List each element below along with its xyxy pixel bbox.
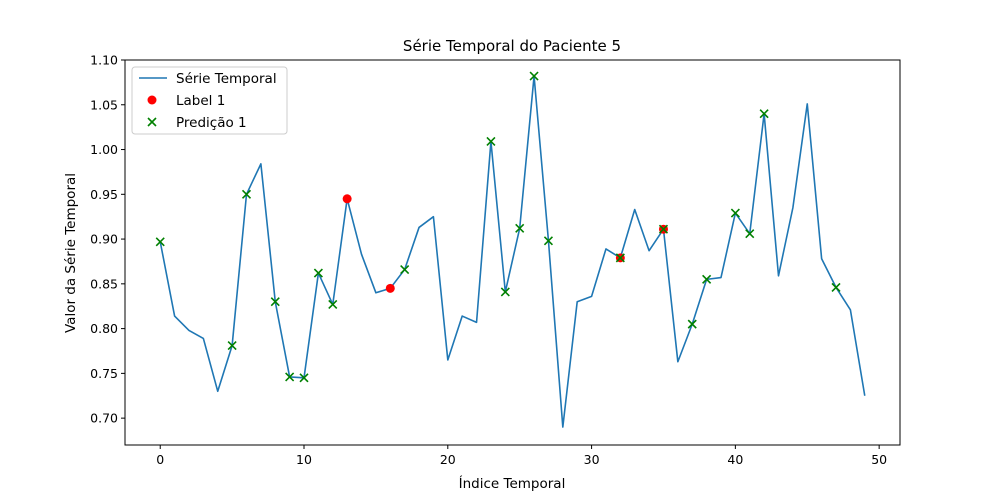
x-axis: 0 10 20 30 40 50 bbox=[156, 445, 887, 467]
y-tick-label: 1.00 bbox=[90, 142, 118, 157]
prediction-point bbox=[759, 109, 769, 119]
x-tick-label: 0 bbox=[156, 452, 164, 467]
x-axis-label: Índice Temporal bbox=[459, 475, 566, 492]
plot-area bbox=[155, 71, 866, 428]
prediction-point bbox=[155, 237, 165, 247]
prediction-point bbox=[285, 372, 295, 382]
prediction-point bbox=[831, 282, 841, 292]
y-tick-label: 1.10 bbox=[90, 53, 118, 68]
prediction-point bbox=[687, 319, 697, 329]
legend-label-predicao-1: Predição 1 bbox=[176, 115, 247, 131]
label-point bbox=[342, 194, 352, 204]
prediction-point bbox=[745, 229, 755, 239]
legend-label-serie-temporal: Série Temporal bbox=[176, 71, 277, 87]
y-tick-label: 0.75 bbox=[90, 366, 118, 381]
y-tick-label: 0.90 bbox=[90, 232, 118, 247]
y-tick-label: 0.70 bbox=[90, 411, 118, 426]
y-tick-label: 1.05 bbox=[90, 97, 118, 112]
prediction-point bbox=[227, 341, 237, 351]
prediction-point bbox=[515, 223, 525, 233]
legend-label-label-1: Label 1 bbox=[176, 93, 225, 109]
legend-box bbox=[131, 66, 288, 135]
legend-circle-swatch bbox=[147, 95, 157, 105]
x-tick-label: 40 bbox=[727, 452, 743, 467]
y-tick-label: 0.80 bbox=[90, 321, 118, 336]
prediction-point bbox=[702, 274, 712, 284]
x-tick-label: 30 bbox=[584, 452, 600, 467]
prediction-point bbox=[658, 224, 669, 234]
prediction-point bbox=[500, 287, 510, 297]
prediction-point bbox=[328, 299, 338, 309]
prediction-point bbox=[299, 373, 309, 383]
prediction-point bbox=[313, 268, 323, 278]
prediction-point bbox=[529, 71, 539, 81]
legend: Série Temporal Label 1 Predição 1 bbox=[131, 66, 288, 135]
y-tick-label: 0.95 bbox=[90, 187, 118, 202]
x-tick-label: 50 bbox=[871, 452, 887, 467]
y-axis: 0.70 0.75 0.80 0.85 0.90 0.95 1.00 1.05 1.10 bbox=[90, 53, 125, 426]
y-axis-label: Valor da Série Temporal bbox=[63, 173, 79, 333]
prediction-point bbox=[486, 136, 496, 147]
prediction-point bbox=[241, 189, 252, 199]
x-tick-label: 20 bbox=[440, 452, 456, 467]
prediction-point bbox=[270, 297, 280, 307]
label-point bbox=[385, 283, 395, 293]
axes-frame bbox=[124, 59, 901, 446]
chart-title: Série Temporal do Paciente 5 bbox=[403, 37, 621, 55]
prediction-point bbox=[615, 253, 625, 263]
y-tick-label: 0.85 bbox=[90, 276, 118, 291]
prediction-point bbox=[543, 236, 554, 246]
x-tick-label: 10 bbox=[296, 452, 312, 467]
prediction-point bbox=[400, 264, 410, 275]
legend-x-marker-swatch bbox=[147, 117, 157, 127]
prediction-point bbox=[730, 208, 740, 218]
